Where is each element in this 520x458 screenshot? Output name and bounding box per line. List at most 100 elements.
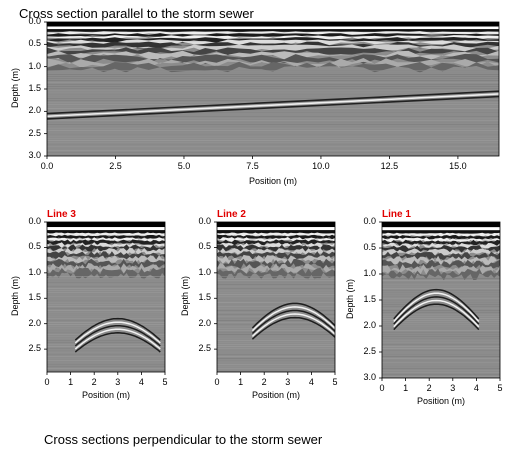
x-tick-label: 4 — [308, 377, 314, 387]
hyperbola-arc — [74, 328, 161, 350]
noise-line — [382, 312, 500, 313]
near-surface-band — [382, 259, 500, 270]
noise-line — [217, 306, 335, 307]
x-tick-label: 7.5 — [246, 161, 259, 171]
noise-line — [382, 348, 500, 349]
noise-line — [217, 344, 335, 345]
noise-line — [47, 366, 165, 367]
noise-line — [47, 110, 499, 111]
x-tick-label: 12.5 — [380, 161, 399, 171]
radargram-2 — [217, 222, 335, 372]
noise-line — [47, 152, 499, 153]
noise-line — [47, 292, 165, 293]
noise-line — [47, 310, 165, 311]
noise-line — [47, 96, 499, 97]
y-tick-label: 1.5 — [28, 292, 41, 303]
hyperbola-arc — [393, 299, 480, 328]
noise-line — [47, 370, 165, 371]
noise-line — [382, 358, 500, 359]
noise-line — [382, 366, 500, 367]
noise-line — [217, 334, 335, 335]
y-tick-label: 0.5 — [198, 241, 211, 252]
near-surface-band — [217, 230, 335, 234]
noise-line — [382, 364, 500, 365]
y-tick-label: 1.0 — [198, 266, 211, 277]
near-surface-band — [47, 29, 499, 32]
bottom-caption: Cross sections perpendicular to the stor… — [44, 432, 323, 447]
x-tick-label: 2.5 — [109, 161, 122, 171]
near-surface-band — [47, 234, 165, 239]
noise-line — [382, 284, 500, 285]
noise-line — [47, 112, 499, 113]
noise-line — [47, 318, 165, 319]
noise-line — [382, 282, 500, 283]
noise-line — [382, 294, 500, 295]
noise-line — [47, 128, 499, 129]
near-surface-band — [47, 227, 165, 231]
near-surface-band — [47, 33, 499, 38]
noise-line — [217, 302, 335, 303]
noise-line — [217, 294, 335, 295]
noise-line — [382, 298, 500, 299]
y-tick-label: 0.5 — [363, 242, 376, 252]
x-tick-label: 1 — [238, 377, 244, 387]
x-tick-label: 3 — [115, 377, 121, 387]
top-title: Cross section parallel to the storm sewe… — [19, 6, 254, 21]
x-tick-label: 5 — [497, 383, 503, 393]
x-tick-label: 10.0 — [312, 161, 330, 171]
y-axis-label: Depth (m) — [10, 276, 20, 317]
noise-line — [47, 308, 165, 309]
noise-line — [382, 324, 500, 325]
noise-line — [47, 282, 165, 283]
near-surface-band — [382, 245, 500, 253]
near-surface-band — [382, 237, 500, 243]
hyperbola-arc — [74, 317, 161, 341]
x-tick-label: 5.0 — [177, 161, 191, 171]
near-surface-band — [47, 263, 165, 274]
noise-line — [382, 314, 500, 315]
noise-line — [382, 356, 500, 357]
noise-line — [47, 92, 499, 93]
x-axis-label: Position (m) — [81, 390, 130, 400]
hyperbola-arc — [393, 288, 480, 320]
noise-line — [217, 282, 335, 283]
noise-line — [217, 350, 335, 351]
noise-line — [382, 370, 500, 371]
hyperbola-arc — [251, 313, 335, 337]
noise-line — [47, 316, 165, 317]
x-tick-label: 0.0 — [40, 161, 54, 171]
near-surface-band — [47, 239, 165, 246]
x-axis-label: Position (m) — [416, 396, 465, 406]
near-surface-band — [217, 222, 335, 228]
x-tick-label: 4 — [473, 383, 479, 393]
noise-line — [217, 290, 335, 291]
y-tick-label: 1.5 — [28, 83, 41, 93]
noise-line — [47, 312, 165, 313]
noise-line — [47, 280, 165, 281]
noise-line — [217, 292, 335, 293]
y-tick-label: 2.0 — [28, 317, 41, 328]
y-tick-label: 0.5 — [28, 38, 41, 49]
near-surface-band — [47, 26, 499, 30]
y-tick-label: 1.0 — [28, 266, 41, 277]
near-surface-band — [47, 58, 499, 68]
noise-line — [47, 78, 499, 79]
noise-line — [47, 306, 165, 307]
y-tick-label: 2.5 — [28, 127, 41, 138]
noise-line — [47, 290, 165, 291]
noise-line — [382, 344, 500, 345]
noise-line — [382, 296, 500, 297]
noise-line — [382, 280, 500, 281]
noise-line — [217, 316, 335, 317]
noise-line — [382, 332, 500, 333]
noise-line — [47, 322, 165, 323]
noise-line — [217, 362, 335, 363]
near-surface-band — [217, 254, 335, 265]
noise-line — [382, 306, 500, 307]
noise-line — [382, 322, 500, 323]
radargram-3 — [382, 222, 500, 378]
noise-line — [217, 356, 335, 357]
noise-line — [47, 340, 165, 341]
noise-line — [47, 136, 499, 137]
